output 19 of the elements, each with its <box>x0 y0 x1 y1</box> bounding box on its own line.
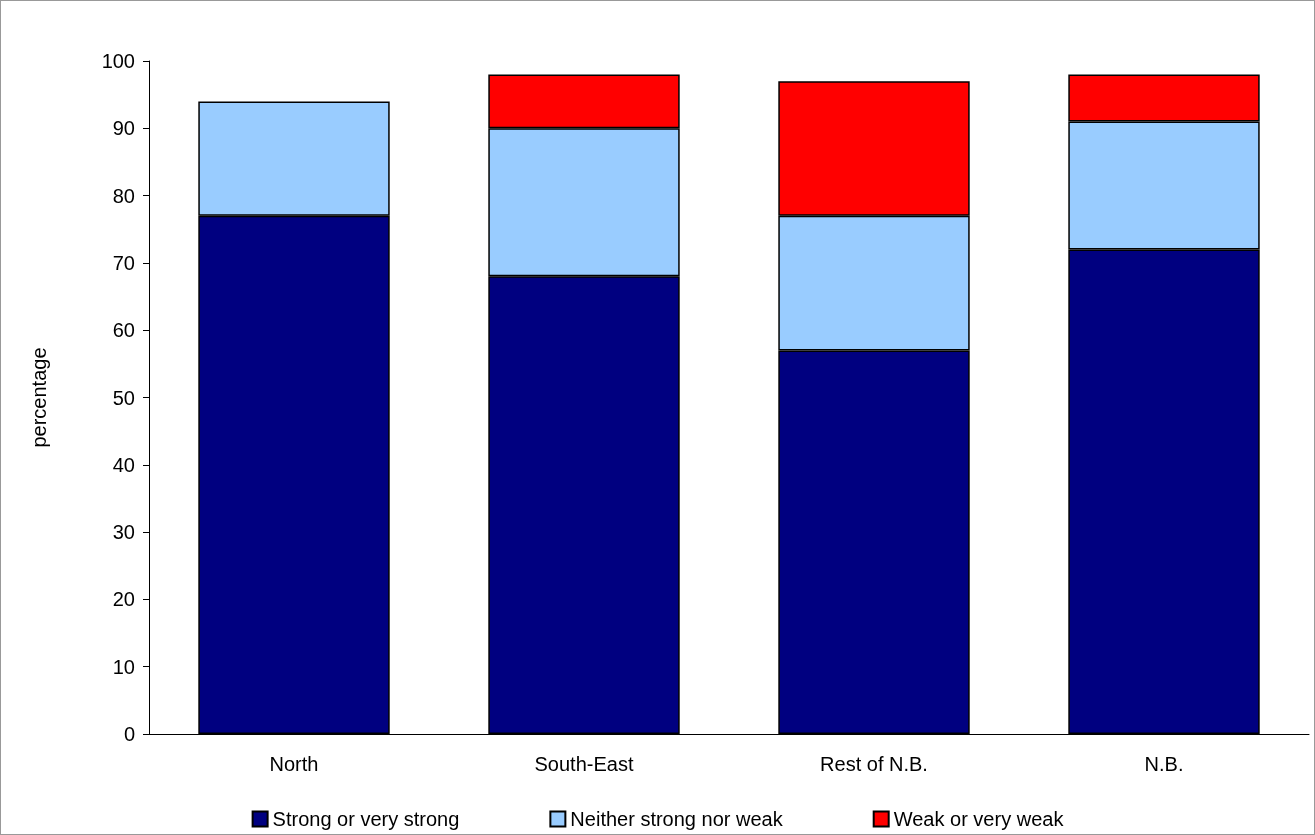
legend-label: Weak or very weak <box>893 808 1065 830</box>
y-tick-label: 20 <box>112 588 135 611</box>
y-tick-label: 50 <box>112 386 135 409</box>
x-tick-label: South-East <box>534 753 634 775</box>
y-tick-label: 100 <box>101 50 135 72</box>
y-tick-label: 60 <box>112 319 135 342</box>
legend-label: Neither strong nor weak <box>570 808 784 830</box>
y-tick-label: 40 <box>112 453 135 476</box>
y-tick-label: 70 <box>112 251 135 274</box>
y-tick-label: 90 <box>112 117 135 140</box>
y-tick-label: 80 <box>112 184 135 207</box>
x-tick-label: North <box>269 753 319 775</box>
y-tick-label: 30 <box>112 521 135 544</box>
y-tick-label: 10 <box>112 655 135 678</box>
x-tick-label: N.B. <box>1144 753 1184 775</box>
y-tick-label: 0 <box>123 723 135 745</box>
y-axis-title: percentage <box>28 347 50 448</box>
x-tick-label: Rest of N.B. <box>820 753 928 775</box>
legend-label: Strong or very strong <box>272 808 460 830</box>
